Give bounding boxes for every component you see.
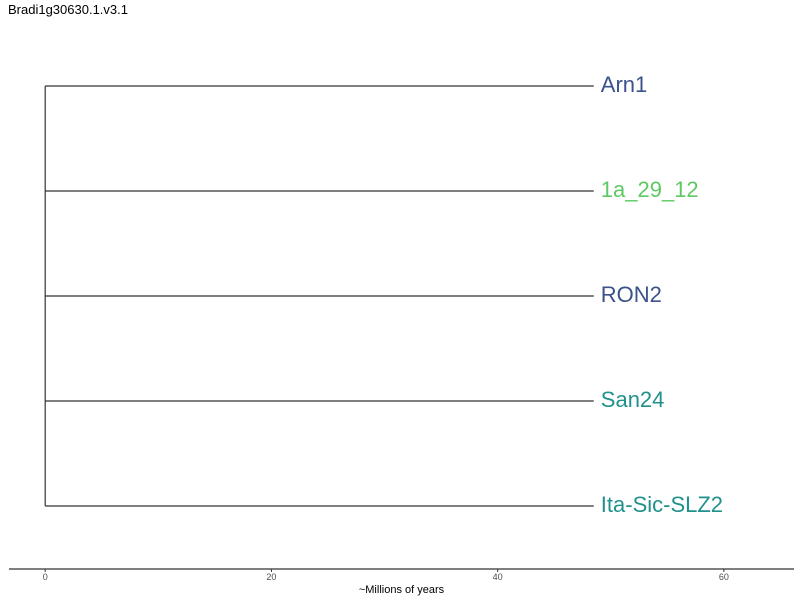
tip-labels: Arn1 1a_29_12 RON2 San24 Ita-Sic-SLZ2: [601, 72, 723, 517]
tip-label-3: San24: [601, 387, 665, 412]
x-tick-label-2: 40: [493, 572, 503, 582]
tip-label-2: RON2: [601, 282, 662, 307]
x-axis-ticks: 0 20 40 60: [43, 569, 729, 582]
x-axis-title: ~Millions of years: [359, 584, 445, 596]
x-tick-label-1: 20: [266, 572, 276, 582]
figure-title: Bradi1g30630.1.v3.1: [8, 2, 128, 17]
tip-label-0: Arn1: [601, 72, 647, 97]
tip-label-1: 1a_29_12: [601, 177, 699, 202]
tree-branches: [44, 85, 594, 507]
x-axis: 0 20 40 60 ~Millions of years: [9, 568, 794, 596]
x-tick-label-0: 0: [43, 572, 48, 582]
x-tick-label-3: 60: [719, 572, 729, 582]
tip-label-4: Ita-Sic-SLZ2: [601, 492, 723, 517]
